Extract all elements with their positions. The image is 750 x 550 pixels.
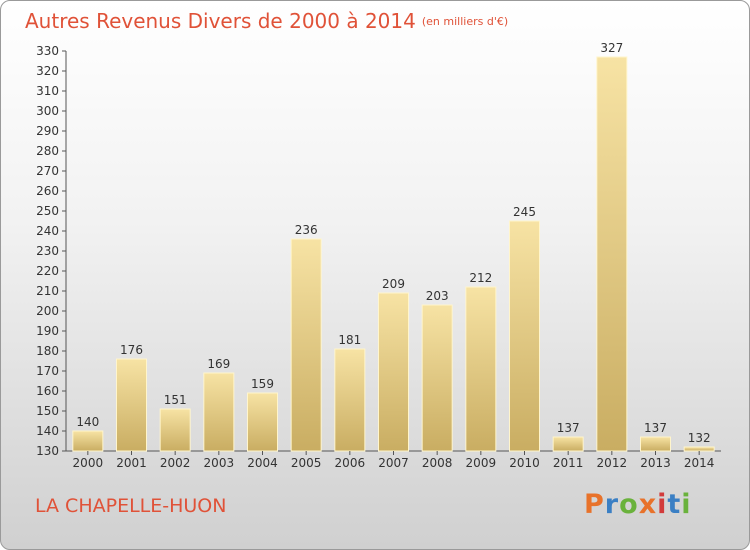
bar [72,430,104,452]
y-tick-label: 280 [36,144,59,158]
bar [116,358,147,452]
x-tick-label: 2007 [378,456,409,470]
x-tick-label: 2000 [73,456,104,470]
y-tick-label: 300 [36,104,59,118]
x-tick-label: 2012 [597,456,628,470]
bar [247,392,278,452]
y-tick-label: 170 [36,364,59,378]
x-tick-label: 2004 [247,456,278,470]
bar [421,304,453,452]
bar-value-label: 203 [426,289,449,303]
bar-value-label: 132 [688,431,711,445]
chart-title: Autres Revenus Divers de 2000 à 2014 (en … [25,9,508,33]
bar [290,238,322,452]
bar [465,286,497,452]
y-tick-label: 320 [36,64,59,78]
y-tick-label: 150 [36,404,59,418]
x-tick-label: 2010 [509,456,540,470]
y-tick-label: 330 [36,44,59,58]
y-tick-label: 140 [36,424,59,438]
y-tick-label: 230 [36,244,59,258]
bar [334,348,366,452]
y-tick-label: 250 [36,204,59,218]
bar [378,292,409,452]
logo-letter: P [584,489,605,520]
y-tick-label: 160 [36,384,59,398]
logo-letter: t [667,489,682,520]
bar [203,372,235,452]
y-tick-label: 130 [36,444,59,458]
y-tick-label: 260 [36,184,59,198]
bar-value-label: 169 [207,357,230,371]
x-tick-label: 2013 [640,456,671,470]
y-tick-label: 220 [36,264,59,278]
x-tick-label: 2006 [335,456,366,470]
x-tick-label: 2003 [204,456,235,470]
bar [640,436,671,452]
x-tick-label: 2009 [466,456,497,470]
bar [159,408,191,452]
x-tick-label: 2002 [160,456,191,470]
bar-value-label: 151 [164,393,187,407]
x-tick-label: 2014 [684,456,715,470]
y-tick-label: 190 [36,324,59,338]
bar-value-label: 137 [557,421,580,435]
x-tick-label: 2005 [291,456,322,470]
bar-value-label: 212 [469,271,492,285]
bar-value-label: 137 [644,421,667,435]
bar-value-label: 209 [382,277,405,291]
bar-value-label: 327 [600,41,623,55]
bar [596,56,628,452]
y-tick-label: 290 [36,124,59,138]
bar-value-label: 159 [251,377,274,391]
y-tick-label: 180 [36,344,59,358]
logo-letter: i [657,489,668,520]
x-tick-label: 2011 [553,456,584,470]
chart-title-text: Autres Revenus Divers de 2000 à 2014 [25,9,416,33]
logo-letter: o [619,489,639,520]
y-tick-label: 200 [36,304,59,318]
bar-value-label: 140 [76,415,99,429]
y-tick-label: 270 [36,164,59,178]
chart-unit: (en milliers d'€) [421,15,509,28]
bar-value-label: 245 [513,205,536,219]
y-tick-label: 310 [36,84,59,98]
bar [683,446,715,452]
bar-value-label: 236 [295,223,318,237]
bar [552,436,584,452]
x-tick-label: 2008 [422,456,453,470]
logo-letter: x [638,489,658,520]
logo-letter: i [681,489,692,520]
proxiti-logo: Proxiti [584,489,692,520]
bar-value-label: 181 [338,333,361,347]
y-tick-label: 240 [36,224,59,238]
y-tick-label: 210 [36,284,59,298]
commune-name: LA CHAPELLE-HUON [35,495,227,517]
bar-value-label: 176 [120,343,143,357]
x-tick-label: 2001 [116,456,147,470]
bar [509,220,540,452]
logo-letter: r [604,489,620,520]
